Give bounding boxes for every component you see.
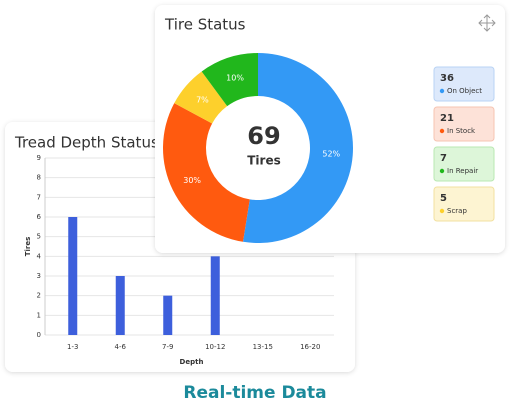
x-tick-label: 16-20 [300,343,320,351]
caption: Real-time Data [183,383,326,403]
legend-count: 5 [440,193,447,204]
pie-slice [163,103,250,242]
x-tick-label: 1-3 [67,343,78,351]
legend-card [433,186,495,222]
x-tick-label: 7-9 [162,343,173,351]
x-tick-label: 13-15 [253,343,273,351]
y-tick-label: 2 [37,292,41,300]
legend-label: In Stock [447,127,476,135]
y-tick-label: 6 [37,213,42,221]
x-axis-label: Depth [180,358,204,366]
y-tick-label: 8 [37,174,41,182]
x-tick-label: 4-6 [115,343,127,351]
total-value: 69 [247,122,280,150]
legend-count: 36 [440,73,454,84]
y-axis-label: Tires [24,237,32,257]
legend-count: 7 [440,153,447,164]
legend-dot [439,208,445,214]
legend-dot [439,88,445,94]
y-tick-label: 5 [37,233,41,241]
y-tick-label: 7 [37,193,41,201]
move-icon[interactable] [478,14,496,32]
bar [210,256,220,335]
pie-slice [242,53,353,243]
y-tick-label: 9 [37,154,41,162]
pie-slice [201,53,258,107]
legend-card [433,66,495,102]
y-tick-label: 0 [37,331,41,339]
slice-label: 7% [196,95,209,104]
legend-dot [439,168,445,174]
legend-card [433,106,495,142]
bar [68,217,78,335]
slice-label: 52% [322,149,340,158]
legend-label: On Object [447,87,482,95]
legend-count: 21 [440,113,454,124]
legend-label: In Repair [447,167,478,175]
slice-label: 30% [183,176,201,185]
legend-dot [439,128,445,134]
y-tick-label: 3 [37,272,41,280]
y-tick-label: 4 [37,252,42,260]
pie-slice [174,71,228,124]
legend-card [433,146,495,182]
pie-card: Tire Status 52% 30% 7% 10% 69 Tires 36 On Objec… [155,5,505,253]
slice-label: 10% [226,74,244,83]
bar [115,276,125,335]
bar [163,295,173,335]
total-label: Tires [247,154,281,168]
y-tick-label: 1 [37,311,41,319]
legend-label: Scrap [447,207,467,215]
chart-title: Tread Depth Status [14,134,159,152]
chart-title: Tire Status [164,16,246,34]
x-tick-label: 10-12 [205,343,225,351]
